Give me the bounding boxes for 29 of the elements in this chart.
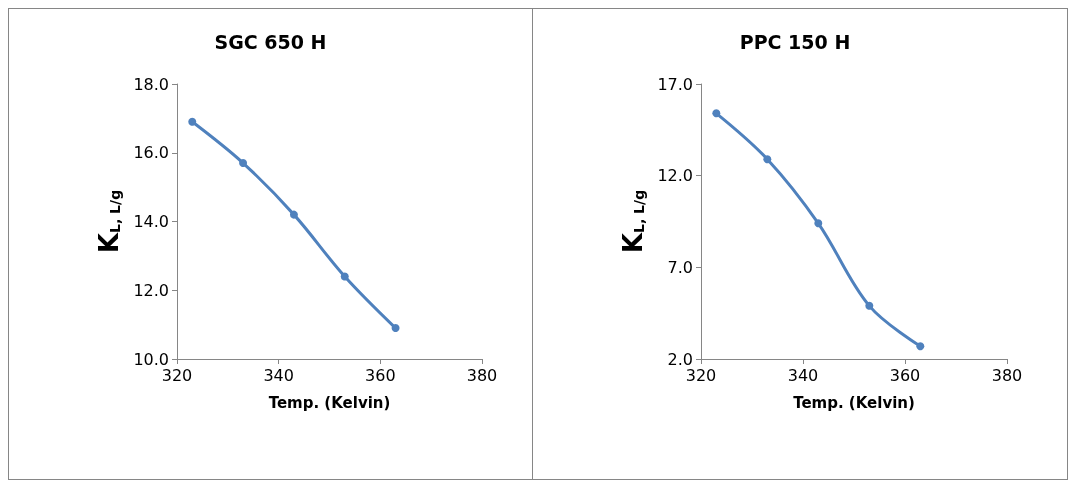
- x-tick-label: 360: [889, 365, 921, 385]
- point: [916, 342, 925, 351]
- point: [763, 155, 772, 164]
- point: [289, 210, 298, 219]
- x-tick-label: 380: [466, 365, 498, 385]
- point: [814, 219, 823, 228]
- point: [188, 117, 197, 126]
- x-tick-label: 340: [787, 365, 819, 385]
- y-axis-title: KL, L/g: [618, 189, 649, 254]
- point: [712, 109, 721, 118]
- y-tick-label: 18.0: [133, 74, 169, 94]
- y-tick-label: 17.0: [657, 74, 693, 94]
- point: [340, 272, 349, 281]
- x-axis-title: Temp. (Kelvin): [793, 393, 915, 412]
- y-tick-label: 12.0: [657, 166, 693, 186]
- y-tick-label: 12.0: [133, 280, 169, 300]
- x-tick-label: 360: [365, 365, 396, 385]
- chart-title: SGC 650 H: [214, 30, 327, 53]
- point: [391, 324, 400, 333]
- chart-title: PPC 150 H: [739, 30, 851, 53]
- x-tick-label: 340: [263, 365, 294, 385]
- y-axis-title: KL, L/g: [94, 189, 125, 254]
- x-axis-title: Temp. (Kelvin): [268, 393, 391, 412]
- x-tick-label: 380: [991, 365, 1023, 385]
- point: [239, 159, 248, 168]
- y-tick-label: 7.0: [667, 257, 693, 277]
- y-tick-label: 14.0: [133, 212, 169, 231]
- y-tick-label: 16.0: [133, 143, 169, 163]
- point: [865, 301, 874, 310]
